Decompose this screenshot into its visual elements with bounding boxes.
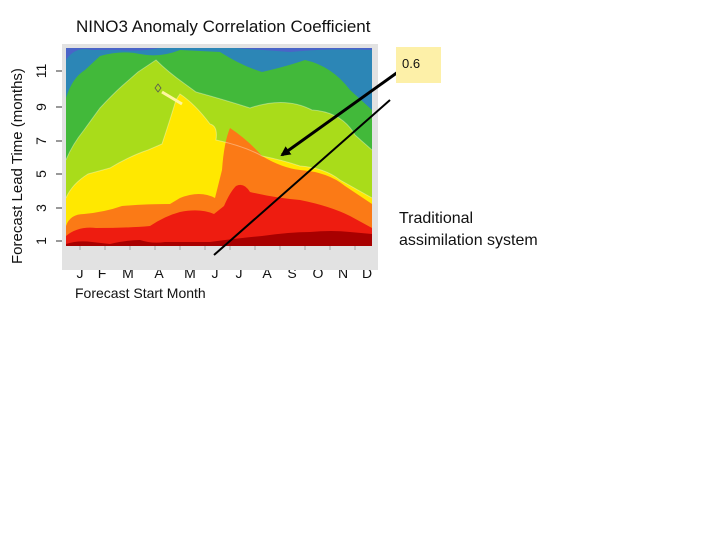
contour-line-0.6	[66, 93, 372, 199]
embedded-axis-ticks	[79, 246, 356, 250]
contour-line-0.5	[66, 59, 372, 161]
x-tick-label: M	[122, 265, 134, 281]
x-tick-label: O	[312, 265, 324, 281]
y-axis-ticks	[56, 70, 62, 242]
system-label-text: Traditional assimilation system	[399, 210, 538, 249]
x-tick-label: F	[97, 265, 107, 281]
x-tick-label: J	[235, 265, 243, 281]
x-tick-label: J	[76, 265, 84, 281]
callout-text: 0.6	[402, 56, 421, 71]
x-tick-label: J	[211, 265, 219, 281]
x-tick-label: S	[287, 265, 297, 281]
contour-band-0.8-0.9	[66, 184, 372, 246]
x-tick-label: A	[262, 265, 272, 281]
contour-band-above-0.9	[66, 231, 372, 246]
marker-diamond-icon	[154, 83, 162, 93]
chart-title: NINO3 Anomaly Correlation Coefficient	[76, 17, 371, 36]
highlight-stroke	[161, 90, 183, 106]
x-axis-label: Forecast Start Month	[75, 285, 206, 301]
contour-fills	[66, 48, 372, 246]
x-tick-label: N	[337, 265, 349, 281]
callout-arrow	[280, 70, 399, 157]
system-annotation-label: Traditional assimilation system	[399, 208, 554, 252]
system-arrow	[213, 99, 391, 256]
x-tick-label: D	[361, 265, 373, 281]
x-tick-label: M	[184, 265, 196, 281]
x-tick-label: A	[154, 265, 164, 281]
contour-callout: 0.6	[396, 47, 441, 83]
